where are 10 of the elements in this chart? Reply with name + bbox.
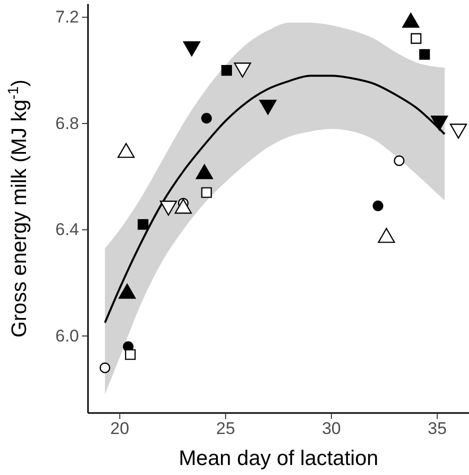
x-axis-title: Mean day of lactation bbox=[178, 447, 378, 470]
y-tick-label: 6.0 bbox=[55, 326, 79, 346]
x-tick-label: 20 bbox=[110, 419, 130, 438]
x-tick-label: 35 bbox=[428, 419, 447, 438]
y-tick-label: 6.8 bbox=[55, 114, 79, 133]
line-series bbox=[104, 74, 446, 324]
x-tick-label: 30 bbox=[322, 419, 341, 438]
y-tick-label: 6.4 bbox=[55, 220, 79, 240]
x-tick-label: 25 bbox=[216, 419, 236, 438]
y-tick-label: 7.2 bbox=[55, 8, 79, 27]
